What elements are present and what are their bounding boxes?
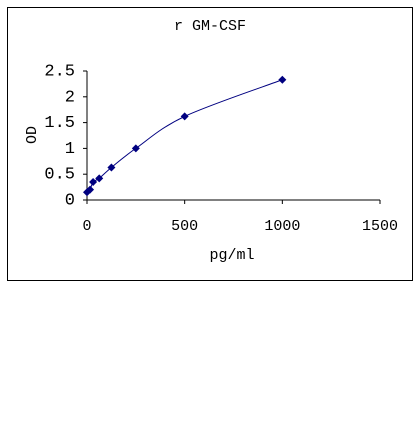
y-tick-label: 2.5 (44, 62, 75, 81)
chart-title: r GM-CSF (174, 18, 246, 35)
y-tick-label: 2 (65, 88, 75, 107)
point (95, 174, 104, 183)
x-tick-label: 500 (171, 218, 198, 235)
point (180, 112, 189, 121)
y-tick-label: 1 (65, 140, 75, 159)
y-tick-label: 0 (65, 191, 75, 210)
point (278, 75, 287, 84)
y-axis-label: OD (24, 126, 41, 144)
x-tick-label: 1000 (264, 218, 300, 235)
point (89, 177, 98, 186)
chart-frame (7, 7, 413, 281)
point (107, 163, 116, 172)
y-tick-label: 1.5 (44, 114, 75, 133)
point (86, 185, 95, 194)
point (131, 144, 140, 153)
x-tick-label: 0 (82, 218, 91, 235)
x-tick-label: 1500 (362, 218, 398, 235)
y-tick-label: 0.5 (44, 166, 75, 185)
x-axis-label: pg/ml (209, 247, 254, 264)
